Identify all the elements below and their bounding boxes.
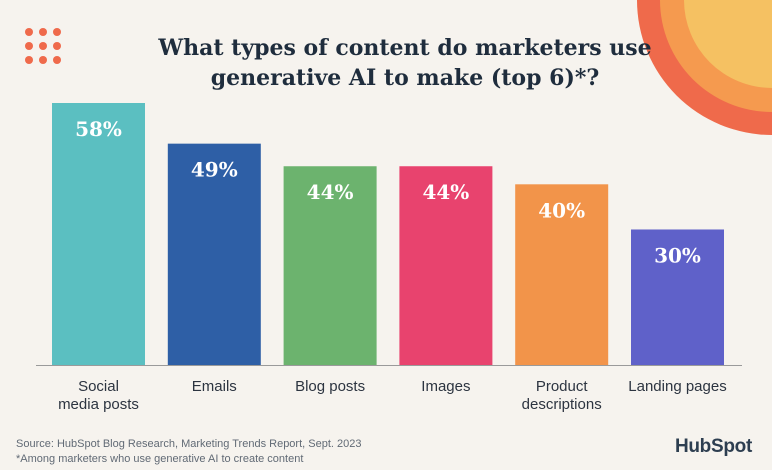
bar-value-label: 49%	[191, 158, 238, 182]
bar-blog-posts	[283, 166, 377, 365]
footnote: *Among marketers who use generative AI t…	[16, 453, 304, 465]
bar-landing-pages	[631, 229, 724, 365]
hubspot-logo: HubSpot	[674, 436, 752, 457]
bar-value-label: 30%	[654, 243, 701, 267]
bar-value-label: 58%	[75, 117, 122, 141]
bar-value-label: 44%	[422, 180, 469, 204]
x-tick-label: Landing pages	[628, 378, 727, 395]
dot-grid-icon	[25, 28, 63, 66]
bar-value-label: 44%	[307, 180, 354, 204]
chart-title-line-2: generative AI to make (top 6)*?	[210, 65, 600, 91]
x-tick-label: Social media posts	[58, 378, 139, 413]
bar-emails	[167, 143, 261, 365]
sun-arc-decoration	[637, 0, 772, 135]
bar-social-media-posts	[52, 103, 145, 365]
bar-value-label: 40%	[538, 198, 585, 222]
x-tick-label: Product descriptions	[521, 378, 602, 413]
bar-images	[399, 166, 493, 365]
x-tick-label: Emails	[191, 378, 237, 395]
source-note: Source: HubSpot Blog Research, Marketing…	[16, 438, 362, 450]
chart-title-line-1: What types of content do marketers use	[158, 35, 652, 61]
x-tick-label: Blog posts	[295, 378, 366, 395]
x-tick-label: Images	[421, 378, 471, 395]
bar-product-descriptions	[515, 184, 609, 365]
